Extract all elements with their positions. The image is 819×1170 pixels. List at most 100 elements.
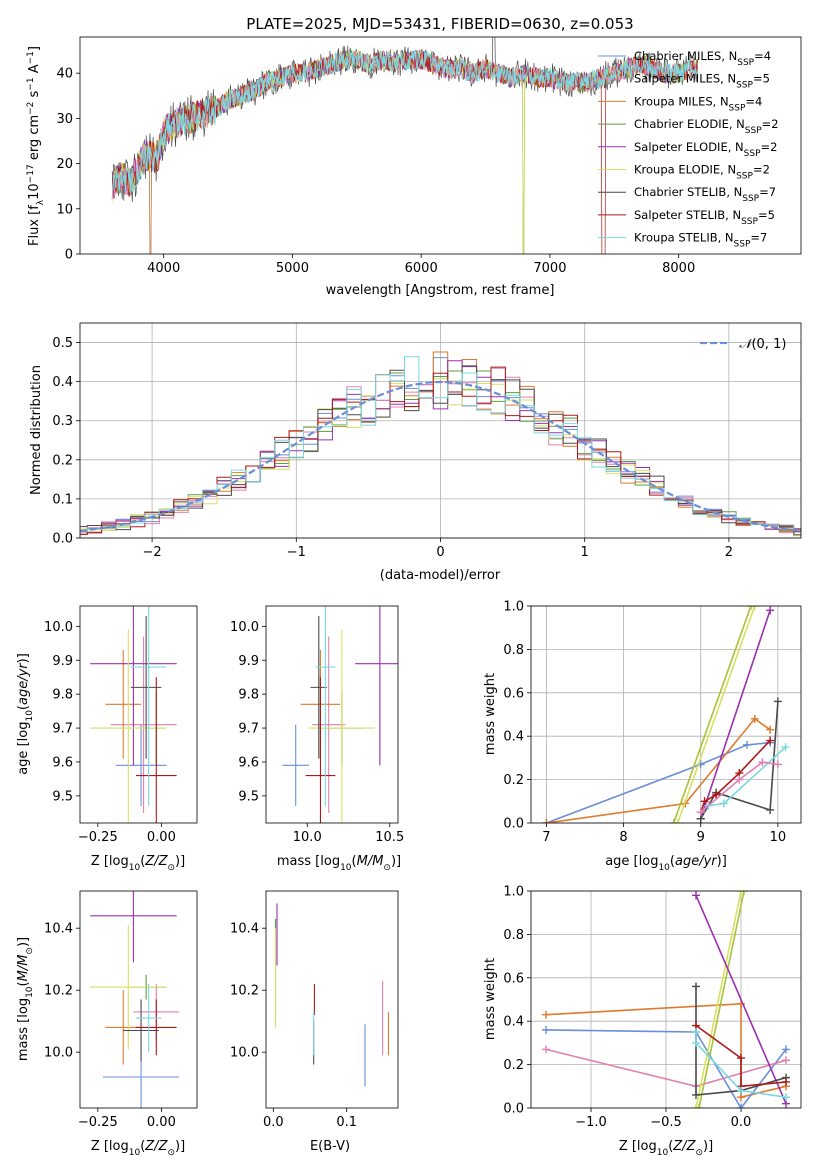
x-tick-label: −0.5 bbox=[650, 1115, 682, 1130]
weight-line bbox=[695, 891, 742, 1108]
weight-marker bbox=[737, 1104, 745, 1108]
x-tick-label: 1 bbox=[581, 545, 589, 560]
weight-line bbox=[545, 1002, 787, 1099]
x-axis-label: age [log10(age/yr)] bbox=[605, 854, 727, 873]
legend-label: Kroupa ELODIE, NSSP=2 bbox=[634, 163, 770, 182]
weight-marker bbox=[737, 1086, 745, 1095]
y-tick-label: 1.0 bbox=[503, 600, 524, 615]
x-tick-label: −1.0 bbox=[575, 1115, 607, 1130]
x-tick-label: −0.25 bbox=[78, 830, 118, 845]
error-bars bbox=[274, 903, 390, 1087]
weight-line bbox=[700, 761, 779, 813]
y-tick-label: 0.6 bbox=[503, 686, 524, 701]
x-tick-label: 5000 bbox=[276, 261, 309, 276]
spectrum-line bbox=[111, 48, 699, 254]
y-tick-label: 0.6 bbox=[503, 971, 524, 986]
weight-marker bbox=[700, 797, 709, 806]
weight-marker bbox=[542, 1010, 550, 1019]
y-tick-label: 9.9 bbox=[238, 654, 259, 669]
weight-marker bbox=[773, 697, 782, 706]
weight-marker bbox=[673, 819, 682, 823]
weight-marker bbox=[692, 891, 700, 900]
spectrum-line bbox=[111, 50, 699, 254]
x-axis-label: E(B-V) bbox=[310, 1139, 350, 1154]
y-tick-label: 0.3 bbox=[52, 414, 73, 429]
y-tick-label: 10.4 bbox=[230, 922, 259, 937]
axes-frame bbox=[79, 322, 802, 539]
y-tick-label: 9.5 bbox=[52, 789, 73, 804]
weight-line bbox=[546, 741, 771, 823]
y-tick-label: 40 bbox=[56, 67, 73, 82]
normal-curve bbox=[80, 380, 801, 533]
histogram-step bbox=[80, 365, 801, 536]
weight-marker bbox=[696, 808, 705, 817]
weight-marker bbox=[766, 725, 775, 734]
y-axis-label: mass weight bbox=[483, 673, 498, 755]
weight-marker bbox=[542, 819, 551, 823]
weight-marker bbox=[692, 1104, 700, 1108]
weight-line bbox=[676, 606, 756, 823]
weight-marker bbox=[712, 790, 721, 799]
y-tick-label: 0.0 bbox=[503, 817, 524, 832]
x-tick-label: 0.0 bbox=[263, 1115, 284, 1130]
histograms bbox=[80, 351, 801, 537]
weight-marker bbox=[782, 1093, 790, 1102]
legend-label: Kroupa MILES, NSSP=4 bbox=[634, 94, 762, 113]
weight-marker bbox=[669, 819, 678, 823]
x-tick-label: 4000 bbox=[147, 261, 180, 276]
y-tick-label: 0.2 bbox=[52, 453, 73, 468]
weight-marker bbox=[740, 891, 748, 895]
x-tick-label: −2 bbox=[143, 545, 162, 560]
axes-frame bbox=[79, 890, 198, 1109]
y-tick-label: 10 bbox=[56, 202, 73, 217]
axes-frame bbox=[530, 605, 802, 824]
error-bars bbox=[282, 606, 398, 823]
y-tick-label: 10.2 bbox=[230, 984, 259, 999]
spectrum-line bbox=[111, 50, 699, 194]
weight-line bbox=[695, 894, 787, 1105]
y-tick-label: 0.8 bbox=[503, 928, 524, 943]
weight-marker bbox=[695, 1104, 703, 1108]
weight-marker bbox=[758, 758, 767, 767]
axes-frame bbox=[265, 890, 399, 1109]
weight-lines bbox=[542, 606, 790, 823]
histogram-step bbox=[80, 351, 801, 533]
legend-label: Chabrier ELODIE, NSSP=2 bbox=[634, 117, 779, 136]
weight-marker bbox=[692, 1090, 700, 1099]
weight-line bbox=[695, 1024, 787, 1088]
y-tick-label: 9.8 bbox=[238, 688, 259, 703]
legend-label: Chabrier STELIB, NSSP=7 bbox=[634, 185, 776, 204]
x-tick-label: 9 bbox=[697, 830, 705, 845]
legend-label: Salpeter MILES, NSSP=5 bbox=[634, 72, 770, 91]
weight-marker bbox=[766, 736, 775, 745]
y-tick-label: 9.7 bbox=[52, 722, 73, 737]
y-axis-label: mass weight bbox=[483, 958, 498, 1040]
x-tick-label: 8000 bbox=[662, 261, 695, 276]
weight-marker bbox=[692, 1038, 700, 1047]
legend-label: Salpeter ELODIE, NSSP=2 bbox=[634, 140, 777, 159]
x-axis-label: Z [log10(Z/Z⊙)] bbox=[91, 854, 185, 873]
y-tick-label: 0.4 bbox=[503, 1015, 524, 1030]
weight-marker bbox=[750, 606, 759, 610]
weight-marker bbox=[750, 714, 759, 723]
x-tick-label: 0.00 bbox=[147, 830, 176, 845]
y-tick-label: 9.8 bbox=[52, 688, 73, 703]
x-tick-label: 8 bbox=[619, 830, 627, 845]
legend-label: Chabrier MILES, NSSP=4 bbox=[634, 49, 771, 68]
x-tick-label: 10.5 bbox=[375, 830, 404, 845]
y-tick-label: 10.0 bbox=[44, 620, 73, 635]
weight-line bbox=[545, 1029, 787, 1108]
x-tick-label: 7 bbox=[542, 830, 550, 845]
x-tick-label: −0.25 bbox=[78, 1115, 118, 1130]
x-axis-label: mass [log10(M/M⊙)] bbox=[277, 854, 401, 873]
weight-line bbox=[672, 606, 752, 823]
x-axis-label: wavelength [Angstrom, rest frame] bbox=[326, 283, 555, 298]
x-tick-label: −1 bbox=[287, 545, 306, 560]
x-tick-label: 10 bbox=[770, 830, 787, 845]
y-tick-label: 0.0 bbox=[503, 1102, 524, 1117]
y-tick-label: 9.6 bbox=[52, 755, 73, 770]
x-tick-label: 7000 bbox=[533, 261, 566, 276]
y-tick-label: 9.5 bbox=[238, 789, 259, 804]
x-tick-label: 0.1 bbox=[336, 1115, 357, 1130]
weight-marker bbox=[743, 740, 751, 749]
